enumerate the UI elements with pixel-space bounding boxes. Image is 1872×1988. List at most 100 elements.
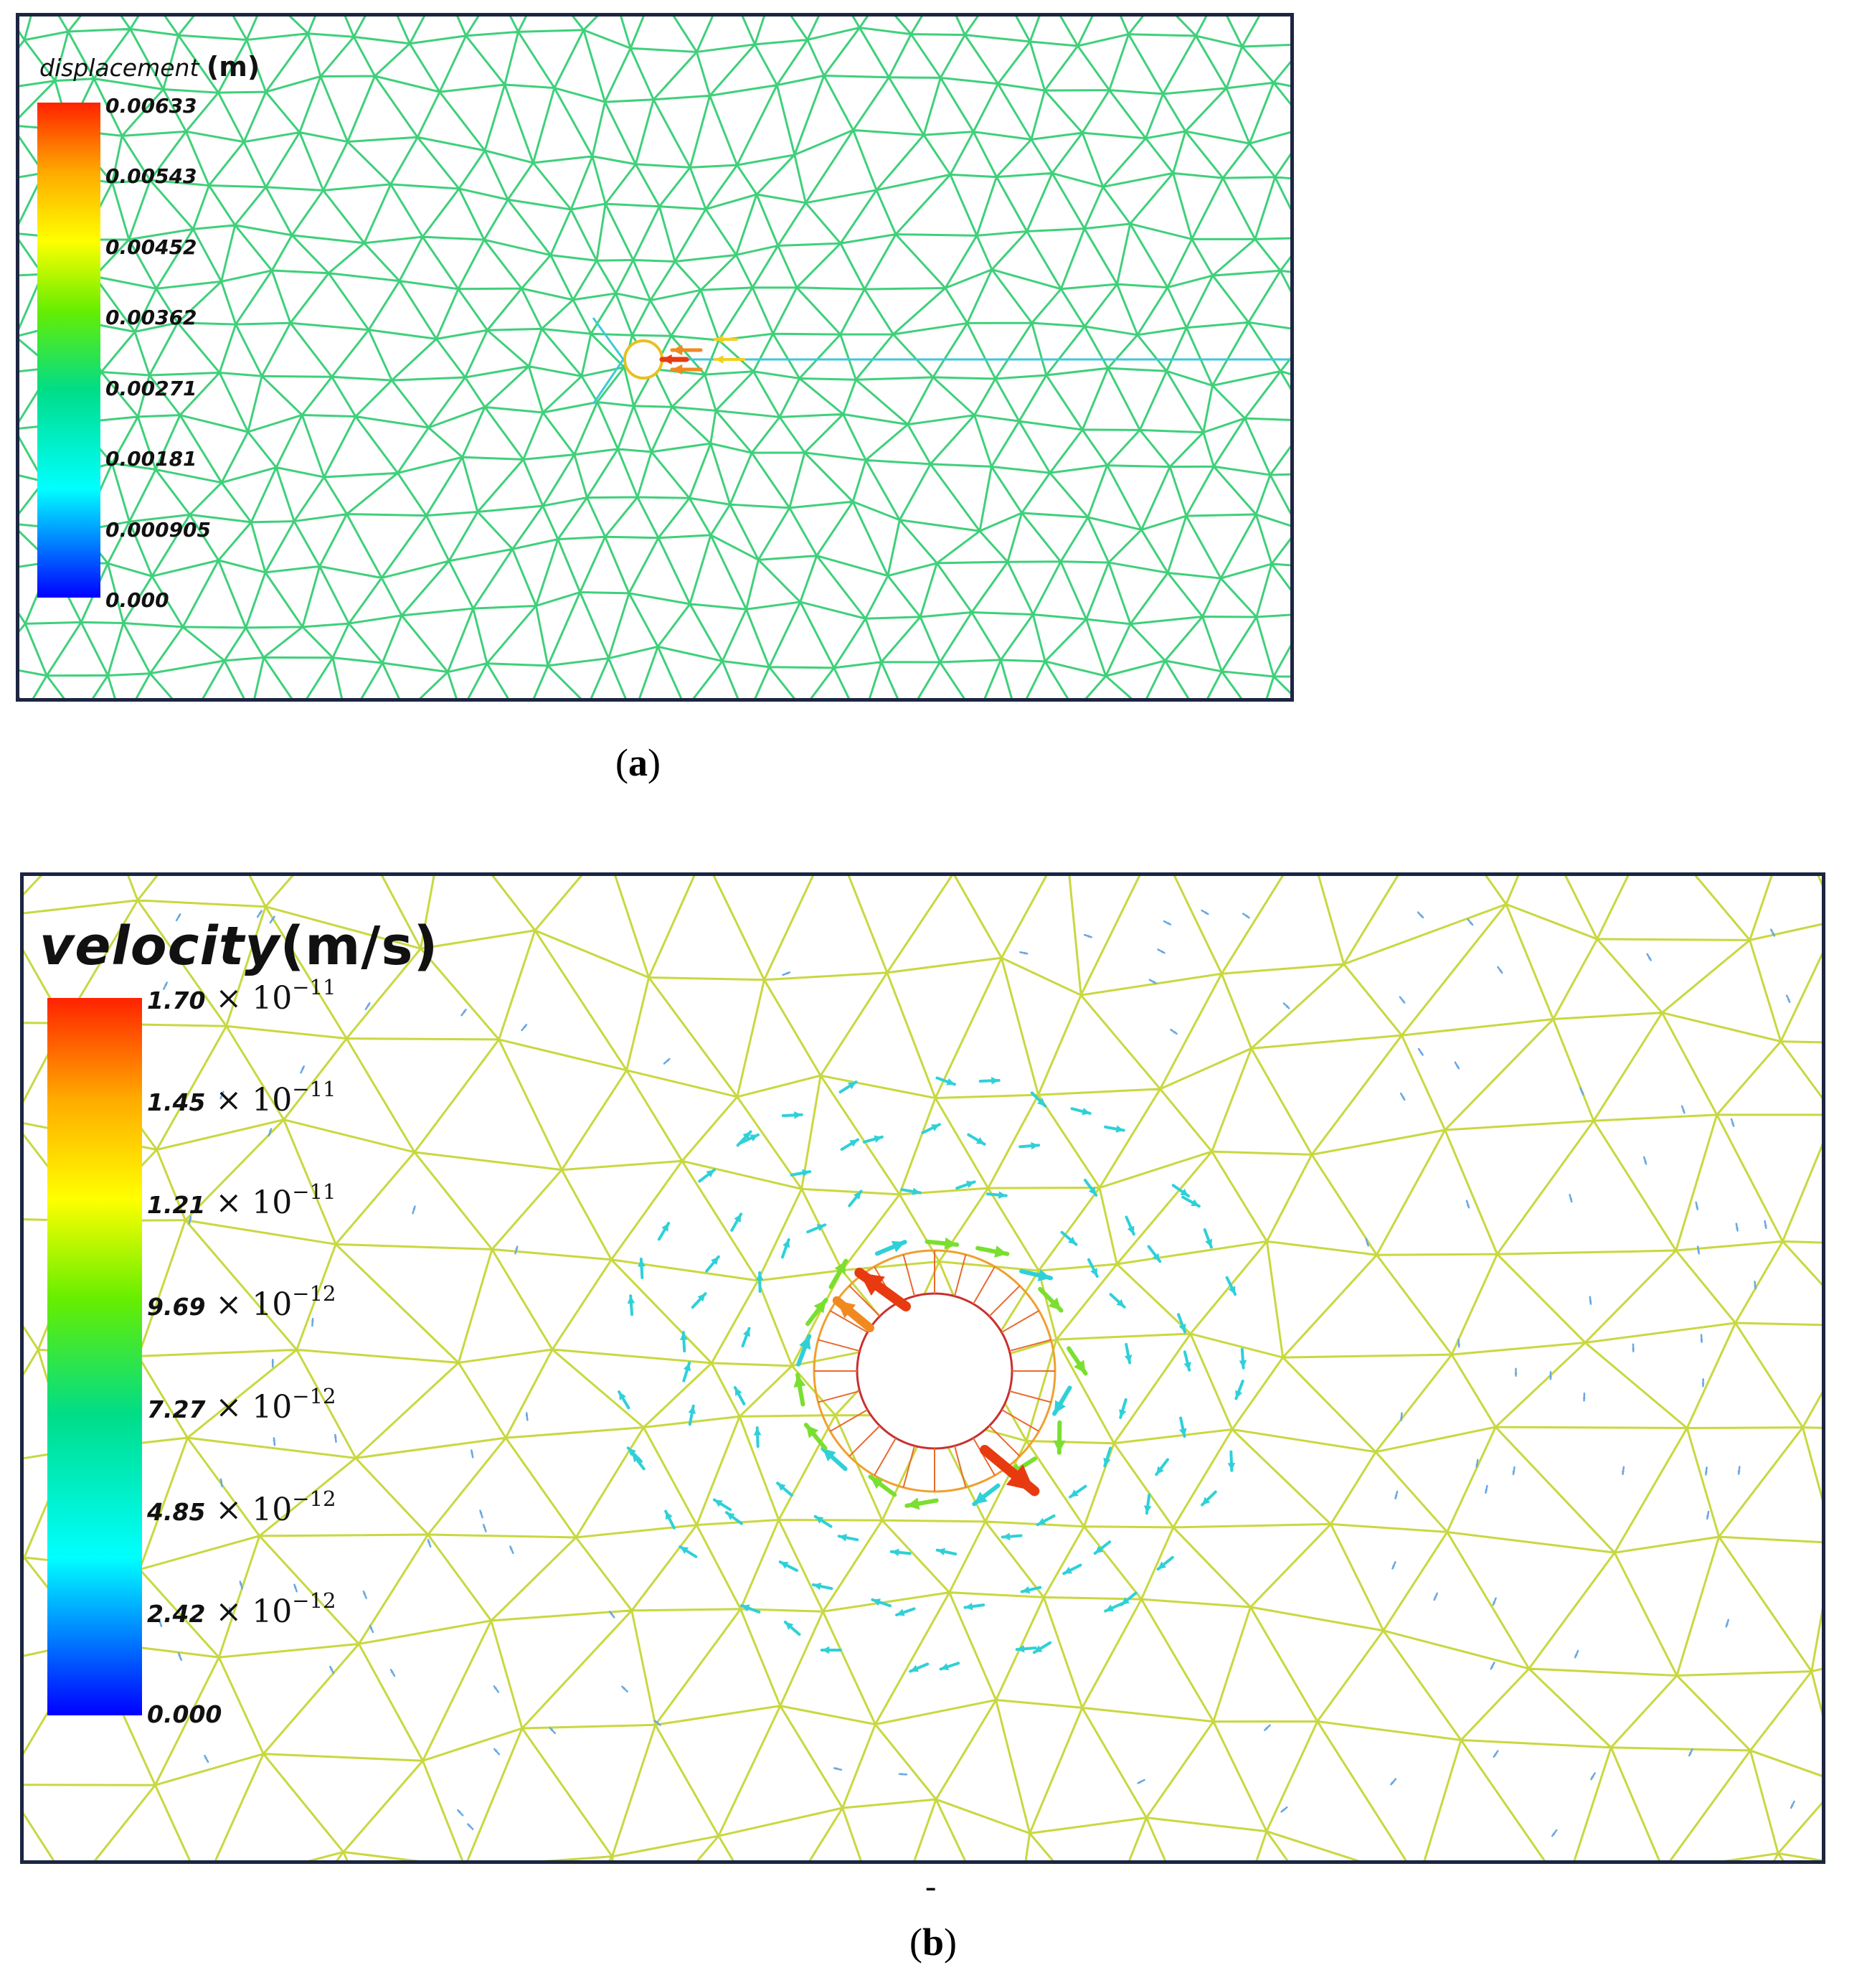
velocity-arrow (657, 1222, 671, 1241)
velocity-arrow (1551, 1829, 1558, 1837)
velocity-arrow (1582, 1393, 1586, 1402)
velocity-arrow (1038, 1286, 1064, 1313)
velocity-arrow (753, 1426, 762, 1448)
velocity-arrow (471, 1449, 474, 1459)
velocity-arrow (837, 1534, 859, 1542)
velocity-arrow (1280, 1806, 1288, 1813)
velocity-arrow (733, 1386, 746, 1405)
velocity-arrow (1264, 1724, 1271, 1731)
velocity-arrow (898, 1772, 908, 1776)
velocity-arrow (955, 1180, 976, 1190)
velocity-arrow (1179, 1416, 1187, 1438)
velocity-arrow (854, 1267, 911, 1311)
velocity-arrow (334, 1433, 337, 1443)
velocity-arrow (874, 1240, 907, 1256)
velocity-arrow (1062, 1563, 1082, 1575)
velocity-arrow (158, 1618, 163, 1627)
velocity-arrow (460, 1009, 467, 1017)
velocity-arrow (1394, 1490, 1399, 1499)
velocity-arrow (1170, 1028, 1178, 1035)
velocity-arrow (691, 1292, 707, 1309)
velocity-arrow (1642, 1156, 1648, 1165)
velocity-arrow (714, 335, 738, 344)
velocity-arrow (1242, 913, 1250, 919)
velocity-arrow (1701, 1378, 1705, 1388)
velocity-arrow (1680, 1105, 1686, 1114)
displacement-colorbar (37, 103, 100, 598)
velocity-arrow (688, 1404, 696, 1426)
colorbar-tick-label: 0.00633 (105, 94, 197, 118)
velocity-arrow (1390, 1778, 1397, 1786)
velocity-arrow (963, 1602, 985, 1611)
velocity-arrow (1646, 953, 1652, 961)
velocity-arrow (1083, 933, 1092, 938)
velocity-arrow (256, 910, 263, 918)
velocity-arrow (682, 1361, 691, 1382)
velocity-arrow (978, 1077, 1001, 1085)
velocity-arrow (1030, 1091, 1047, 1108)
velocity-arrow (1157, 948, 1166, 954)
velocity-arrow (659, 354, 689, 364)
velocity-arrow (479, 1509, 483, 1519)
velocity-arrow (608, 1611, 615, 1619)
velocity-arrow (925, 1237, 960, 1250)
hole (623, 339, 663, 380)
velocity-arrow (1069, 1484, 1087, 1499)
velocity-arrow (1018, 1141, 1041, 1150)
velocity-arrow (311, 1317, 314, 1327)
velocity-arrow (967, 1133, 986, 1146)
velocity-arrow (1737, 1466, 1741, 1475)
colorbar-tick-label: 0.000905 (105, 518, 212, 542)
velocity-arrow (1475, 1459, 1479, 1468)
velocity-arrow (1124, 1342, 1133, 1365)
velocity-arrow (1001, 1532, 1023, 1540)
velocity-arrow (175, 913, 181, 922)
velocity-arrow (627, 1294, 635, 1316)
velocity-arrow (300, 1065, 305, 1074)
velocity-arrow (820, 1646, 842, 1654)
velocity-arrow (271, 1358, 275, 1368)
colorbar-tick-label: 0.000 (105, 588, 169, 612)
velocity-arrow (1695, 1201, 1699, 1210)
velocity-arrow (467, 1823, 474, 1830)
velocity-arrow (1125, 1215, 1135, 1236)
displacement-mesh (19, 17, 1290, 698)
velocity-arrow (1282, 1002, 1290, 1009)
velocity-arrow (1019, 1268, 1054, 1281)
velocity-arrow (793, 1372, 806, 1407)
velocity-arrow (939, 1662, 960, 1671)
velocity-arrow (1735, 1223, 1739, 1232)
velocity-arrow (1785, 994, 1791, 1004)
velocity-arrow (653, 1720, 661, 1726)
velocity-arrow (782, 971, 791, 976)
velocity-arrow (1467, 918, 1474, 926)
velocity-arrow (228, 1607, 233, 1616)
velocity-arrow (1399, 996, 1406, 1004)
velocity-arrow (219, 1478, 223, 1488)
velocity-arrow (1239, 1347, 1247, 1370)
velocity-arrow (1754, 1281, 1757, 1290)
velocity-arrow (1574, 1649, 1579, 1659)
velocity-arrow (832, 1296, 874, 1332)
colorbar-tick-label: 0.00181 (105, 447, 197, 471)
velocity-arrow (776, 1481, 793, 1497)
velocity-colorbar (47, 998, 142, 1715)
velocity-arrow (813, 1514, 833, 1528)
velocity-arrow (549, 1727, 557, 1734)
velocity-arrow (900, 1187, 922, 1195)
velocity-arrow (626, 1446, 643, 1463)
velocity-arrow (871, 1598, 892, 1608)
velocity-arrow (1032, 1641, 1052, 1654)
velocity-arrow (177, 1652, 182, 1662)
displacement-legend-title: displacement (m) (39, 51, 260, 83)
velocity-arrow (1137, 1779, 1145, 1784)
velocity-arrow (1769, 928, 1776, 937)
velocity-arrow (778, 1560, 798, 1572)
colorbar-tick-label: 0.00271 (105, 377, 197, 400)
velocity-arrow (972, 1483, 1001, 1507)
velocity-arrow (1163, 920, 1172, 925)
velocity-arrow (1688, 1748, 1693, 1757)
velocity-arrow (736, 1130, 752, 1147)
velocity-arrow (828, 1258, 848, 1289)
velocity-mesh (24, 876, 1822, 1860)
